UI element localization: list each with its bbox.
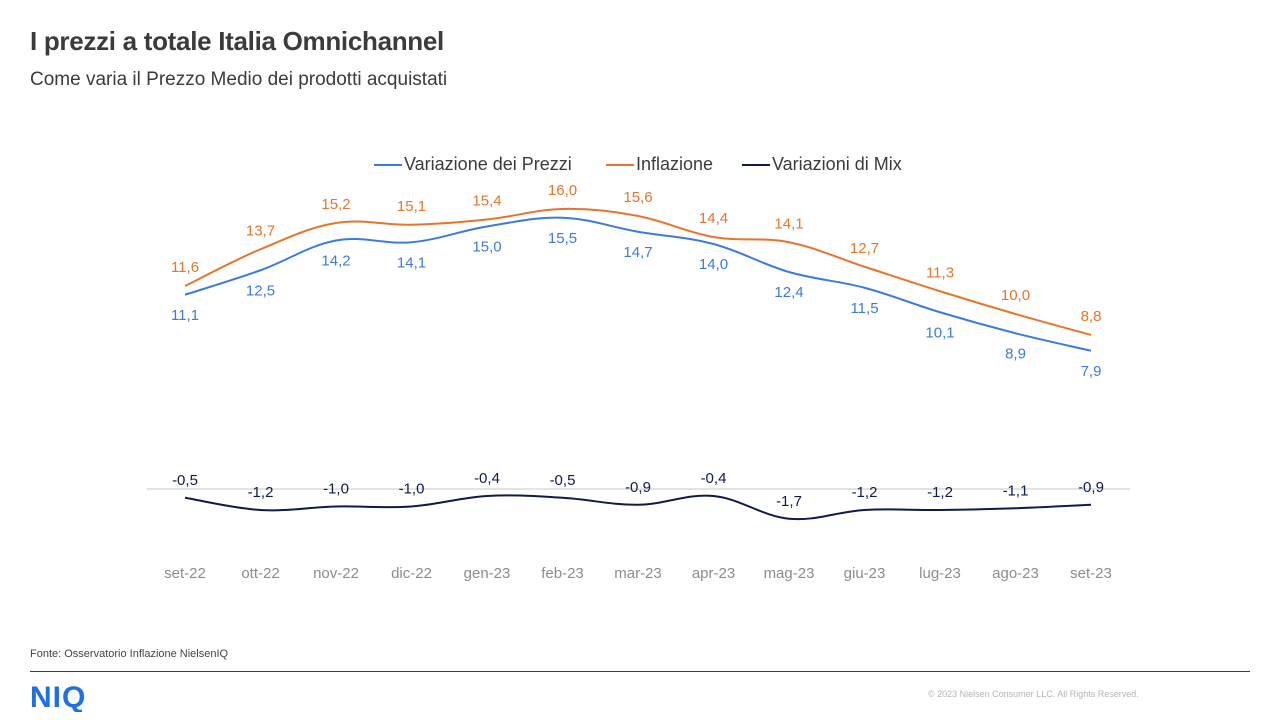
data-label-prezzi: 8,9: [1005, 345, 1026, 362]
series-line-mix: [184, 494, 1092, 521]
data-label-prezzi: 15,5: [548, 230, 577, 247]
x-tick-label: gen-23: [464, 565, 511, 582]
legend-label-mix: Variazioni di Mix: [772, 154, 902, 174]
legend-label-inflazione: Inflazione: [636, 154, 714, 174]
data-label-prezzi: 7,9: [1081, 363, 1102, 380]
data-label-mix: -0,5: [172, 472, 198, 489]
data-label-inflazione: 12,7: [850, 240, 879, 257]
page-subtitle: Come varia il Prezzo Medio dei prodotti …: [30, 69, 448, 90]
data-label-mix: -1,2: [927, 484, 953, 501]
source-note: Fonte: Osservatorio Inflazione NielsenIQ: [30, 648, 229, 660]
x-tick-label: set-23: [1070, 565, 1112, 582]
x-tick-label: feb-23: [541, 565, 584, 582]
data-label-prezzi: 14,2: [321, 253, 350, 270]
legend-swatch-inflazione: [606, 163, 634, 166]
x-tick-label: mar-23: [614, 565, 662, 582]
data-label-prezzi: 14,0: [699, 256, 728, 273]
line-chart: 11,6 11,1 -0,5 set-22 13,7 12,5 -1,2 ott-22 15,2…: [147, 182, 1130, 582]
x-tick-label: giu-23: [844, 565, 886, 582]
data-label-inflazione: 10,0: [1001, 287, 1030, 304]
data-label-mix: -1,2: [852, 484, 878, 501]
data-label-inflazione: 15,2: [321, 196, 350, 213]
data-label-inflazione: 11,6: [171, 259, 199, 276]
data-label-mix: -1,1: [1003, 482, 1029, 499]
legend-swatch-mix: [742, 163, 770, 166]
data-label-mix: -1,0: [323, 481, 349, 498]
series-line-prezzi: [184, 216, 1092, 352]
x-tick-label: ago-23: [992, 565, 1039, 582]
data-label-mix: -0,9: [1078, 479, 1104, 496]
data-label-prezzi: 11,5: [850, 300, 878, 317]
data-label-prezzi: 12,5: [246, 282, 275, 299]
copyright-text: © 2023 Nielsen Consumer LLC. All Rights …: [928, 689, 1139, 699]
data-label-inflazione: 15,1: [397, 198, 426, 215]
data-label-inflazione: 16,0: [548, 182, 577, 199]
data-label-inflazione: 13,7: [246, 222, 275, 239]
logo-text: NIQ: [30, 681, 86, 712]
x-tick-label: lug-23: [919, 565, 961, 582]
legend-item-prezzi: Variazione dei Prezzi: [374, 154, 572, 175]
x-tick-label: set-22: [164, 565, 206, 582]
data-label-mix: -0,4: [474, 470, 500, 487]
legend-label-prezzi: Variazione dei Prezzi: [404, 154, 572, 174]
data-label-prezzi: 14,7: [623, 244, 652, 261]
niq-logo: NIQ: [30, 680, 100, 717]
series-line-inflazione: [184, 207, 1092, 336]
page-title: I prezzi a totale Italia Omnichannel: [30, 26, 444, 56]
x-tick-label: ott-22: [241, 565, 279, 582]
data-label-mix: -0,5: [550, 472, 576, 489]
legend-swatch-prezzi: [374, 163, 402, 166]
data-label-mix: -1,7: [776, 493, 802, 510]
data-label-prezzi: 12,4: [774, 284, 803, 301]
data-label-inflazione: 15,4: [472, 193, 501, 210]
data-label-mix: -0,9: [625, 479, 651, 496]
data-label-mix: -1,2: [248, 484, 274, 501]
data-label-mix: -0,4: [701, 470, 727, 487]
data-label-inflazione: 14,1: [774, 215, 803, 232]
data-label-prezzi: 14,1: [397, 254, 426, 271]
legend-item-inflazione: Inflazione: [606, 154, 713, 175]
x-tick-label: nov-22: [313, 565, 359, 582]
data-label-mix: -1,0: [399, 481, 425, 498]
data-label-prezzi: 10,1: [925, 324, 954, 341]
data-label-prezzi: 15,0: [472, 239, 501, 256]
data-label-prezzi: 11,1: [171, 307, 199, 324]
data-label-inflazione: 11,3: [926, 264, 954, 281]
footer-divider: [30, 671, 1250, 672]
data-label-inflazione: 15,6: [623, 189, 652, 206]
data-label-inflazione: 14,4: [699, 210, 728, 227]
data-label-inflazione: 8,8: [1081, 308, 1102, 325]
x-tick-label: dic-22: [391, 565, 432, 582]
x-tick-label: mag-23: [764, 565, 815, 582]
x-tick-label: apr-23: [692, 565, 735, 582]
legend-item-mix: Variazioni di Mix: [742, 154, 902, 175]
